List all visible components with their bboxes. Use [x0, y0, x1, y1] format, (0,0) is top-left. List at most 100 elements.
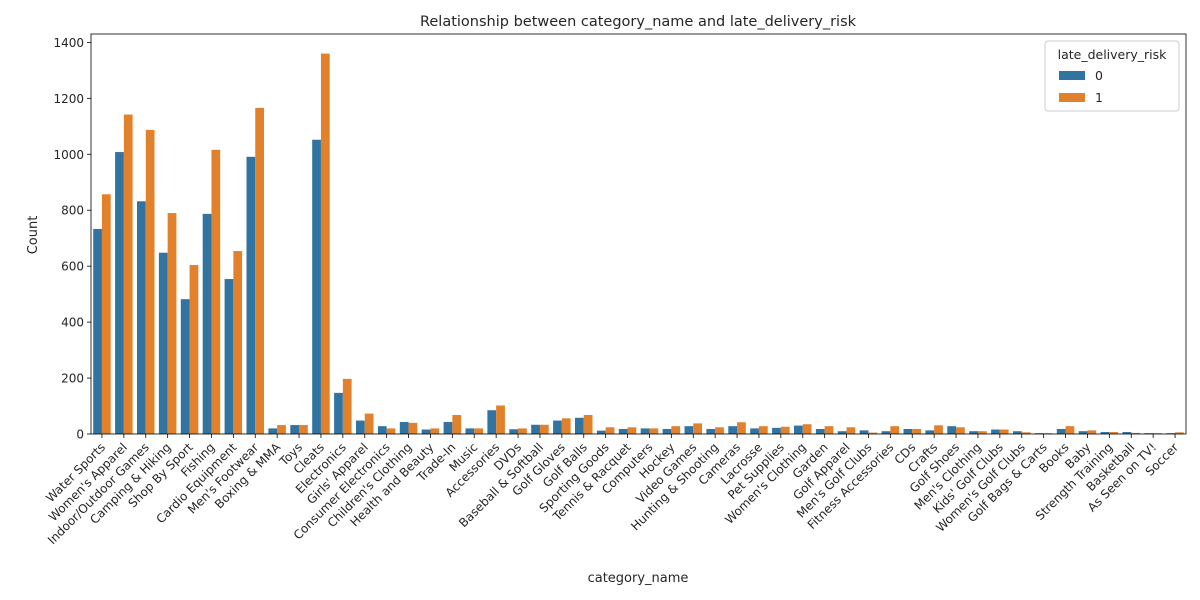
bar: [408, 422, 418, 434]
bar: [509, 429, 519, 434]
legend-label: 1: [1095, 90, 1103, 105]
bar: [780, 426, 790, 434]
bar: [1012, 431, 1022, 434]
bar: [1056, 428, 1066, 434]
axes-frame: [90, 33, 1187, 435]
bar: [583, 414, 593, 434]
bar: [715, 427, 724, 434]
bar: [189, 265, 199, 434]
bar: [320, 53, 330, 434]
bar: [531, 424, 540, 434]
bar: [671, 426, 681, 434]
y-tick-label: 200: [61, 372, 84, 386]
bar: [693, 423, 703, 434]
bar: [465, 428, 475, 434]
x-axis-title: category_name: [588, 571, 689, 586]
bar: [421, 429, 431, 434]
bar: [312, 139, 321, 435]
bar: [1166, 433, 1176, 434]
legend-label: 0: [1095, 68, 1103, 83]
bar: [377, 426, 387, 434]
bar: [1109, 432, 1119, 434]
bar: [640, 428, 650, 434]
bar: [750, 428, 759, 434]
bar: [136, 201, 146, 434]
bar: [1021, 432, 1031, 434]
bar: [618, 428, 628, 434]
bar: [903, 428, 913, 434]
bar: [1087, 430, 1097, 434]
bar: [202, 213, 212, 434]
bar: [758, 426, 768, 434]
bar: [649, 428, 659, 434]
bar: [211, 149, 221, 435]
bar: [1175, 432, 1184, 434]
bar: [277, 425, 286, 434]
bar: [496, 405, 505, 434]
bar: [956, 427, 965, 434]
bar: [728, 426, 738, 434]
bar: [299, 425, 308, 434]
bar: [1078, 431, 1088, 434]
bar: [912, 428, 922, 434]
bar: [925, 430, 935, 434]
legend-swatch: [1059, 93, 1085, 102]
bar: [737, 422, 746, 434]
bar: [999, 429, 1009, 434]
bar: [881, 431, 891, 434]
y-tick-label: 1200: [53, 92, 84, 106]
bar: [539, 424, 549, 434]
bar: [859, 430, 869, 434]
bar: [290, 425, 300, 434]
bar: [452, 414, 462, 434]
bar: [180, 299, 190, 434]
bar: [684, 426, 694, 434]
bar: [342, 378, 352, 434]
bar: [627, 427, 637, 434]
bar: [255, 107, 265, 434]
bar: [123, 114, 133, 434]
bar: [386, 428, 396, 434]
bar: [772, 427, 781, 434]
bar: [443, 421, 453, 434]
legend-title: late_delivery_risk: [1058, 47, 1168, 62]
bar: [355, 420, 365, 434]
y-tick-label: 400: [61, 316, 84, 330]
bar: [793, 425, 803, 434]
bar: [167, 213, 177, 434]
bar: [1065, 426, 1075, 434]
bar: [268, 428, 278, 434]
bar: [1144, 433, 1154, 434]
bar: [101, 194, 111, 434]
bar: [93, 228, 102, 434]
bar: [487, 410, 497, 434]
bar: [969, 431, 978, 434]
bar: [890, 426, 900, 434]
y-tick-label: 800: [61, 204, 84, 218]
bar: [115, 152, 124, 435]
bar: [868, 432, 878, 434]
bar: [474, 428, 484, 434]
y-axis-title: Count: [26, 216, 41, 255]
bar: [662, 428, 672, 434]
bar: [837, 431, 847, 434]
bar: [224, 279, 234, 434]
bar: [947, 426, 957, 434]
chart-title: Relationship between category_name and l…: [420, 14, 857, 30]
bar: [430, 428, 440, 434]
y-tick-label: 0: [76, 428, 84, 442]
bar: [334, 392, 343, 434]
bar: [815, 428, 825, 434]
bar: [605, 427, 615, 434]
bar: [1131, 432, 1141, 434]
bar: [553, 420, 562, 434]
bar: [158, 252, 168, 434]
bar: [934, 425, 943, 434]
bar: [574, 417, 584, 434]
bar: [518, 428, 527, 434]
bar: [706, 428, 716, 434]
bar: [846, 427, 856, 434]
